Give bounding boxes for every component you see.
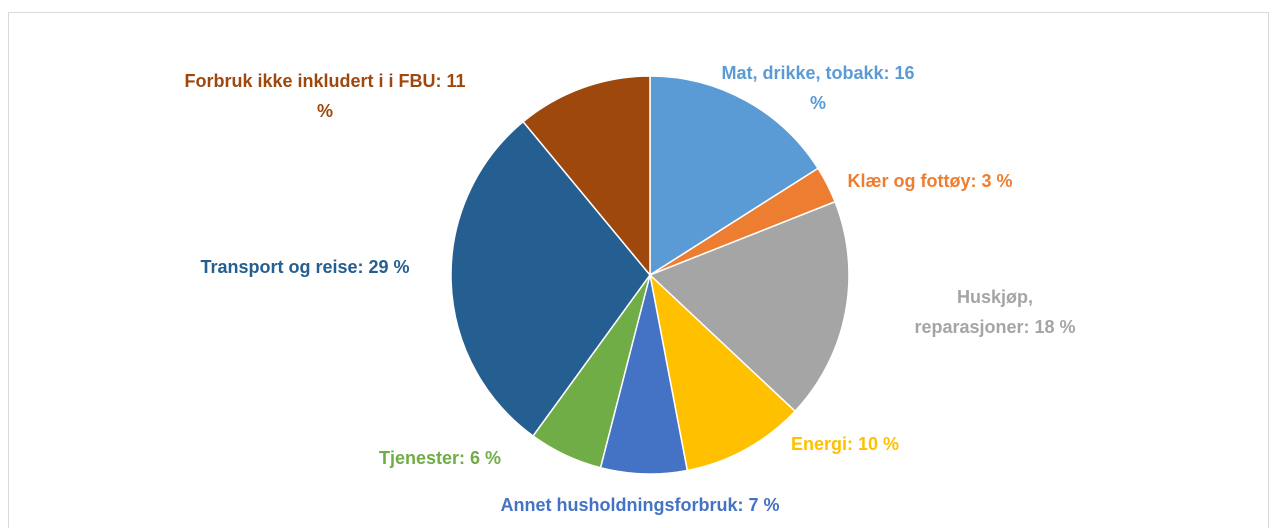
- slice-value: 10 %: [858, 434, 900, 454]
- slice-label: Tjenester: 6 %: [379, 443, 501, 473]
- slice-category: Transport og reise:: [200, 257, 364, 277]
- slice-value: 3 %: [981, 171, 1013, 191]
- slice-category: Tjenester:: [378, 448, 465, 468]
- slice-category: Annet husholdningsforbruk:: [500, 495, 744, 515]
- pie-slice: [450, 120, 651, 438]
- slice-label: Energi: 10 %: [791, 429, 899, 459]
- slice-value: 7 %: [748, 495, 780, 515]
- slice-category: Energi:: [790, 434, 853, 454]
- slice-category: Forbruk ikke inkludert i i FBU:: [184, 71, 442, 91]
- slice-label: Transport og reise: 29 %: [200, 252, 409, 282]
- slice-value: 11 %: [316, 71, 466, 121]
- slice-value: 6 %: [470, 448, 502, 468]
- slice-label: Annet husholdningsforbruk: 7 %: [500, 490, 779, 520]
- slice-label: Forbruk ikke inkludert i i FBU: 11 %: [175, 66, 475, 126]
- pie-slice: [648, 200, 850, 413]
- slice-category: Huskjøp, reparasjoner:: [914, 287, 1033, 337]
- slice-label: Mat, drikke, tobakk: 16 %: [713, 58, 923, 118]
- slice-label: Huskjøp, reparasjoner: 18 %: [900, 282, 1090, 342]
- slice-category: Klær og fottøy:: [847, 171, 977, 191]
- chart-border: [8, 12, 1269, 528]
- pie-slice: [522, 75, 651, 278]
- slice-category: Mat, drikke, tobakk:: [721, 63, 890, 83]
- slice-value: 18 %: [1034, 317, 1076, 337]
- slice-value: 29 %: [368, 257, 410, 277]
- slice-label: Klær og fottøy: 3 %: [847, 166, 1012, 196]
- pie-slice: [649, 75, 820, 277]
- pie-slice: [648, 272, 797, 472]
- slice-value: 16 %: [809, 63, 915, 113]
